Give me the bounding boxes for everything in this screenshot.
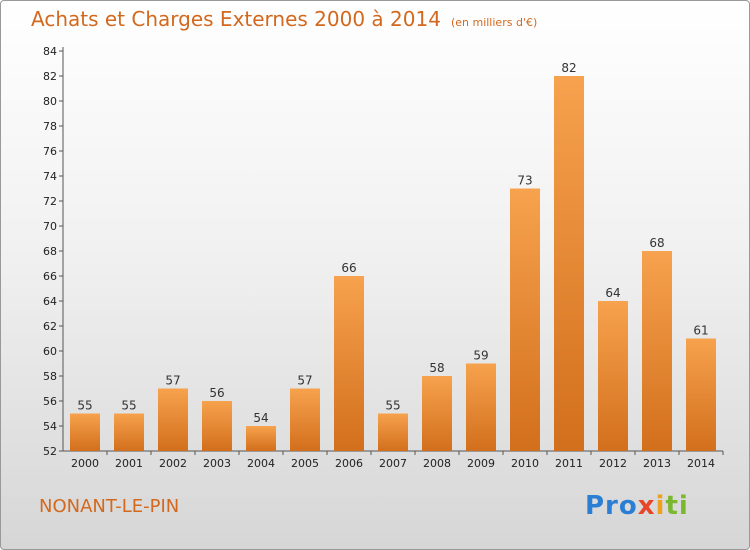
y-tick-label: 68 bbox=[43, 245, 57, 258]
data-label: 66 bbox=[341, 261, 356, 275]
data-label: 59 bbox=[473, 349, 488, 363]
x-tick-label: 2009 bbox=[467, 457, 495, 470]
bar bbox=[466, 363, 496, 451]
x-tick-label: 2013 bbox=[643, 457, 671, 470]
data-label: 55 bbox=[385, 399, 400, 413]
bar bbox=[378, 413, 408, 451]
x-tick-label: 2006 bbox=[335, 457, 363, 470]
bar bbox=[290, 388, 320, 451]
bar bbox=[422, 376, 452, 451]
logo-part-3: i bbox=[655, 491, 666, 521]
bar bbox=[70, 413, 100, 451]
y-tick-label: 54 bbox=[43, 420, 57, 433]
x-tick-label: 2014 bbox=[687, 457, 715, 470]
y-tick-label: 66 bbox=[43, 270, 57, 283]
y-tick-label: 82 bbox=[43, 70, 57, 83]
data-label: 54 bbox=[253, 411, 268, 425]
data-label: 58 bbox=[429, 361, 444, 375]
data-label: 68 bbox=[649, 236, 664, 250]
y-tick-label: 58 bbox=[43, 370, 57, 383]
logo-part-4: ti bbox=[665, 491, 689, 521]
y-tick-label: 52 bbox=[43, 445, 57, 458]
y-tick-label: 84 bbox=[43, 45, 57, 58]
x-tick-label: 2005 bbox=[291, 457, 319, 470]
bar bbox=[334, 276, 364, 451]
y-tick-label: 80 bbox=[43, 95, 57, 108]
logo-part-2: x bbox=[637, 491, 656, 521]
data-label: 55 bbox=[121, 399, 136, 413]
x-tick-label: 2003 bbox=[203, 457, 231, 470]
data-label: 56 bbox=[209, 386, 224, 400]
x-tick-label: 2002 bbox=[159, 457, 187, 470]
y-tick-label: 60 bbox=[43, 345, 57, 358]
bar bbox=[642, 251, 672, 451]
bar bbox=[158, 388, 188, 451]
bar bbox=[246, 426, 276, 451]
y-tick-label: 64 bbox=[43, 295, 57, 308]
chart-title: Achats et Charges Externes 2000 à 2014 (e… bbox=[31, 7, 537, 31]
bar bbox=[202, 401, 232, 451]
x-tick-label: 2011 bbox=[555, 457, 583, 470]
x-tick-label: 2000 bbox=[71, 457, 99, 470]
data-label: 82 bbox=[561, 61, 576, 75]
proxiti-logo: Proxiti bbox=[585, 491, 689, 521]
x-tick-label: 2001 bbox=[115, 457, 143, 470]
place-name: NONANT-LE-PIN bbox=[39, 496, 180, 517]
x-tick-label: 2008 bbox=[423, 457, 451, 470]
y-tick-label: 70 bbox=[43, 220, 57, 233]
data-label: 57 bbox=[297, 374, 312, 388]
x-tick-label: 2012 bbox=[599, 457, 627, 470]
y-tick-label: 74 bbox=[43, 170, 57, 183]
bar bbox=[598, 301, 628, 451]
chart-subtitle: (en milliers d'€) bbox=[450, 16, 538, 29]
data-label: 64 bbox=[605, 286, 620, 300]
data-label: 61 bbox=[693, 324, 708, 338]
y-tick-label: 62 bbox=[43, 320, 57, 333]
y-tick-label: 78 bbox=[43, 120, 57, 133]
x-tick-label: 2007 bbox=[379, 457, 407, 470]
data-label: 55 bbox=[77, 399, 92, 413]
logo-part-1: Pro bbox=[585, 491, 638, 521]
y-tick-label: 72 bbox=[43, 195, 57, 208]
data-label: 73 bbox=[517, 174, 532, 188]
bar bbox=[114, 413, 144, 451]
data-label: 57 bbox=[165, 374, 180, 388]
x-tick-label: 2004 bbox=[247, 457, 275, 470]
bar bbox=[554, 76, 584, 451]
y-tick-label: 56 bbox=[43, 395, 57, 408]
chart-title-text: Achats et Charges Externes 2000 à 2014 bbox=[31, 7, 441, 31]
bar bbox=[510, 188, 540, 451]
bar bbox=[686, 338, 716, 451]
x-tick-label: 2010 bbox=[511, 457, 539, 470]
y-tick-label: 76 bbox=[43, 145, 57, 158]
